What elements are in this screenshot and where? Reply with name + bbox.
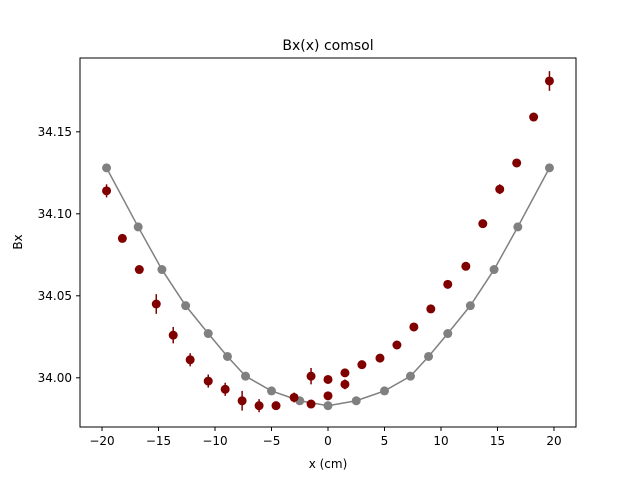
x-tick-label: 0 — [324, 434, 332, 448]
data-point — [220, 384, 230, 394]
data-point — [267, 386, 277, 396]
data-point — [379, 386, 389, 396]
y-tick-label: 34.00 — [38, 371, 72, 385]
data-point — [181, 301, 191, 311]
series-1 — [102, 71, 554, 413]
data-point — [424, 351, 434, 361]
data-point — [168, 330, 178, 340]
data-point — [289, 392, 299, 402]
data-point — [151, 299, 161, 309]
data-point — [323, 401, 333, 411]
x-tick-label: 5 — [381, 434, 389, 448]
y-axis-label: Bx — [11, 234, 25, 249]
data-point — [306, 371, 316, 381]
data-point — [443, 279, 453, 289]
x-tick-label: −20 — [89, 434, 114, 448]
x-tick-label: 15 — [490, 434, 505, 448]
data-point — [465, 301, 475, 311]
data-point — [392, 340, 402, 350]
data-point — [340, 368, 350, 378]
x-tick-label: −15 — [146, 434, 171, 448]
data-point — [512, 158, 522, 168]
y-axis: 34.00 34.05 34.10 34.15 — [38, 125, 80, 385]
y-tick-label: 34.10 — [38, 207, 72, 221]
data-point — [375, 353, 385, 363]
data-point — [222, 351, 232, 361]
data-point — [254, 401, 264, 411]
data-point — [134, 265, 144, 275]
data-point — [351, 396, 361, 406]
data-point — [544, 76, 554, 86]
data-point — [203, 376, 213, 386]
y-tick-label: 34.05 — [38, 289, 72, 303]
data-point — [495, 184, 505, 194]
data-point — [203, 329, 213, 339]
data-point — [102, 163, 112, 173]
y-tick-label: 34.15 — [38, 125, 72, 139]
data-point — [306, 399, 316, 409]
data-point — [237, 396, 247, 406]
x-tick-label: 10 — [433, 434, 448, 448]
x-axis-label: x (cm) — [309, 457, 348, 471]
data-point — [157, 265, 167, 275]
data-point — [102, 186, 112, 196]
x-tick-label: −5 — [263, 434, 281, 448]
data-point — [409, 322, 419, 332]
data-point — [544, 163, 554, 173]
plot-area — [79, 57, 577, 428]
data-point — [185, 355, 195, 365]
chart-title: Bx(x) comsol — [282, 38, 373, 54]
data-point — [357, 360, 367, 370]
data-point — [323, 374, 333, 384]
x-tick-label: 20 — [546, 434, 561, 448]
data-point — [241, 371, 251, 381]
data-point — [513, 222, 523, 232]
x-axis: −20 −15 −10 −5 0 5 10 15 20 — [89, 427, 562, 448]
data-point — [478, 219, 488, 229]
data-point — [340, 379, 350, 389]
series-layer — [102, 71, 554, 413]
data-point — [426, 304, 436, 314]
data-point — [489, 265, 499, 275]
data-point — [323, 391, 333, 401]
data-point — [529, 112, 539, 122]
data-point — [405, 371, 415, 381]
data-point — [461, 261, 471, 271]
data-point — [271, 401, 281, 411]
series-0 — [102, 163, 554, 411]
data-point — [133, 222, 143, 232]
data-point — [443, 329, 453, 339]
data-point — [117, 233, 127, 243]
x-tick-label: −10 — [202, 434, 227, 448]
